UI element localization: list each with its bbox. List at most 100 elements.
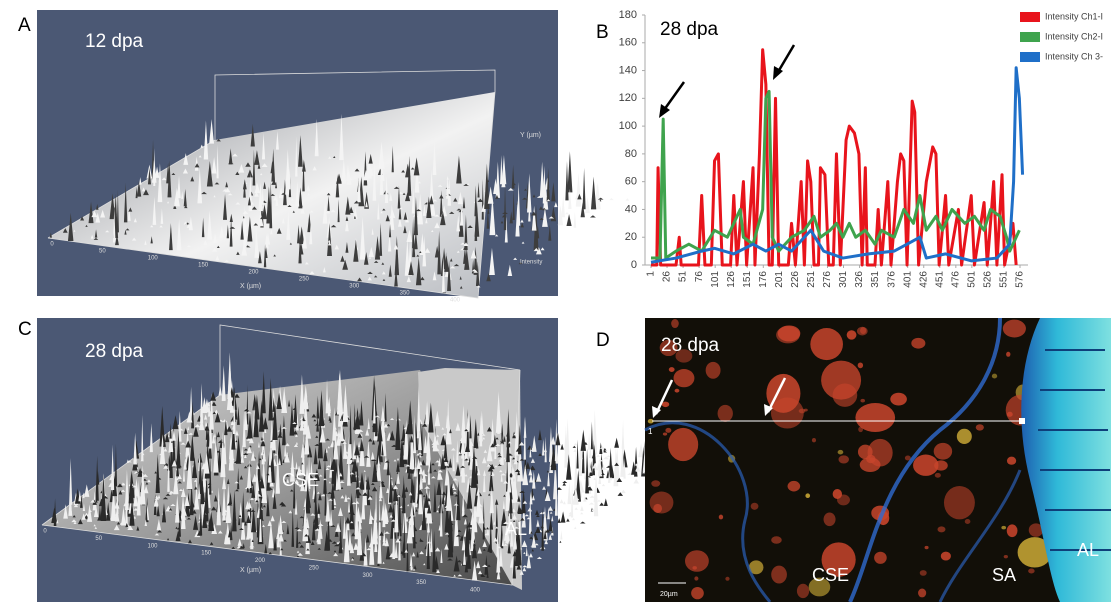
spike bbox=[317, 547, 321, 550]
annotation: SA bbox=[992, 565, 1016, 585]
spike bbox=[518, 261, 523, 265]
spike bbox=[422, 468, 427, 483]
spike bbox=[521, 540, 528, 547]
spike bbox=[456, 480, 461, 521]
spike bbox=[426, 529, 430, 569]
spike bbox=[214, 437, 218, 466]
legend-swatch bbox=[1020, 32, 1040, 42]
spike bbox=[383, 423, 389, 428]
spike bbox=[211, 434, 216, 444]
spike bbox=[288, 510, 293, 514]
spike bbox=[517, 495, 521, 502]
y-tick-label: 40 bbox=[625, 203, 637, 215]
spike bbox=[549, 511, 553, 514]
spike bbox=[543, 529, 547, 540]
spike bbox=[275, 130, 279, 150]
spike bbox=[434, 214, 440, 217]
spike bbox=[363, 455, 370, 458]
spike bbox=[453, 555, 460, 572]
x-tick-label: 276 bbox=[822, 271, 833, 288]
spike bbox=[178, 410, 182, 442]
spike bbox=[597, 456, 603, 477]
spike bbox=[513, 534, 518, 550]
spike bbox=[453, 263, 460, 267]
spike bbox=[154, 533, 160, 536]
spike bbox=[526, 553, 532, 569]
spike bbox=[539, 217, 544, 220]
spike bbox=[501, 155, 507, 185]
spike bbox=[182, 465, 185, 482]
spike bbox=[532, 470, 536, 489]
spike bbox=[566, 454, 572, 480]
spike bbox=[345, 516, 351, 524]
spike bbox=[419, 537, 422, 542]
spike bbox=[477, 547, 482, 554]
spike bbox=[118, 490, 123, 495]
spike bbox=[416, 254, 420, 257]
spike bbox=[580, 202, 585, 218]
spike bbox=[259, 173, 263, 176]
spike bbox=[139, 177, 142, 185]
spike bbox=[497, 463, 502, 466]
spike bbox=[259, 475, 265, 488]
spike bbox=[353, 200, 360, 204]
blob bbox=[674, 388, 680, 393]
spike bbox=[364, 191, 369, 209]
spike bbox=[49, 232, 53, 238]
spike bbox=[144, 519, 148, 527]
spike bbox=[524, 188, 527, 191]
spike bbox=[234, 481, 240, 484]
cell-wall-segments bbox=[1038, 349, 1111, 551]
spike bbox=[328, 481, 331, 484]
box-edge bbox=[47, 91, 496, 299]
spike bbox=[377, 201, 380, 220]
spike bbox=[243, 454, 247, 458]
spike bbox=[336, 173, 342, 184]
spike bbox=[73, 229, 76, 232]
x-tick-label: 501 bbox=[967, 271, 978, 288]
spike bbox=[574, 445, 578, 492]
spike bbox=[396, 457, 400, 461]
spike bbox=[281, 426, 287, 429]
blob bbox=[770, 397, 804, 429]
spike bbox=[358, 441, 361, 448]
spike bbox=[329, 510, 333, 526]
spike bbox=[295, 181, 300, 207]
spike bbox=[209, 542, 214, 545]
spike bbox=[188, 539, 192, 544]
spike bbox=[249, 545, 255, 548]
spike bbox=[413, 157, 420, 176]
x-tick-label: 0 bbox=[50, 242, 54, 248]
blob bbox=[918, 588, 927, 598]
spike bbox=[416, 551, 419, 558]
spike bbox=[241, 243, 248, 256]
spike bbox=[162, 497, 169, 500]
spike bbox=[281, 520, 287, 523]
axis-label: X (µm) bbox=[240, 567, 261, 574]
spike bbox=[278, 514, 284, 534]
spike bbox=[590, 176, 597, 210]
spike bbox=[452, 477, 458, 481]
spike bbox=[372, 439, 375, 445]
spike bbox=[554, 202, 558, 208]
blob bbox=[771, 536, 782, 544]
blob bbox=[725, 576, 730, 581]
spike bbox=[370, 458, 377, 461]
spike bbox=[339, 417, 344, 442]
spike bbox=[156, 519, 162, 531]
spike bbox=[589, 495, 596, 498]
spike bbox=[500, 155, 503, 185]
spike bbox=[218, 440, 223, 444]
spike bbox=[614, 462, 620, 466]
spike bbox=[293, 403, 298, 426]
spike bbox=[345, 451, 349, 454]
spike bbox=[459, 276, 462, 280]
spike bbox=[385, 214, 390, 222]
spike bbox=[202, 504, 208, 529]
spike bbox=[281, 192, 286, 195]
spike bbox=[456, 439, 459, 463]
spike bbox=[457, 529, 462, 532]
panel-tag: 28 dpa bbox=[661, 335, 720, 356]
spike bbox=[363, 251, 369, 265]
spike bbox=[254, 150, 260, 165]
